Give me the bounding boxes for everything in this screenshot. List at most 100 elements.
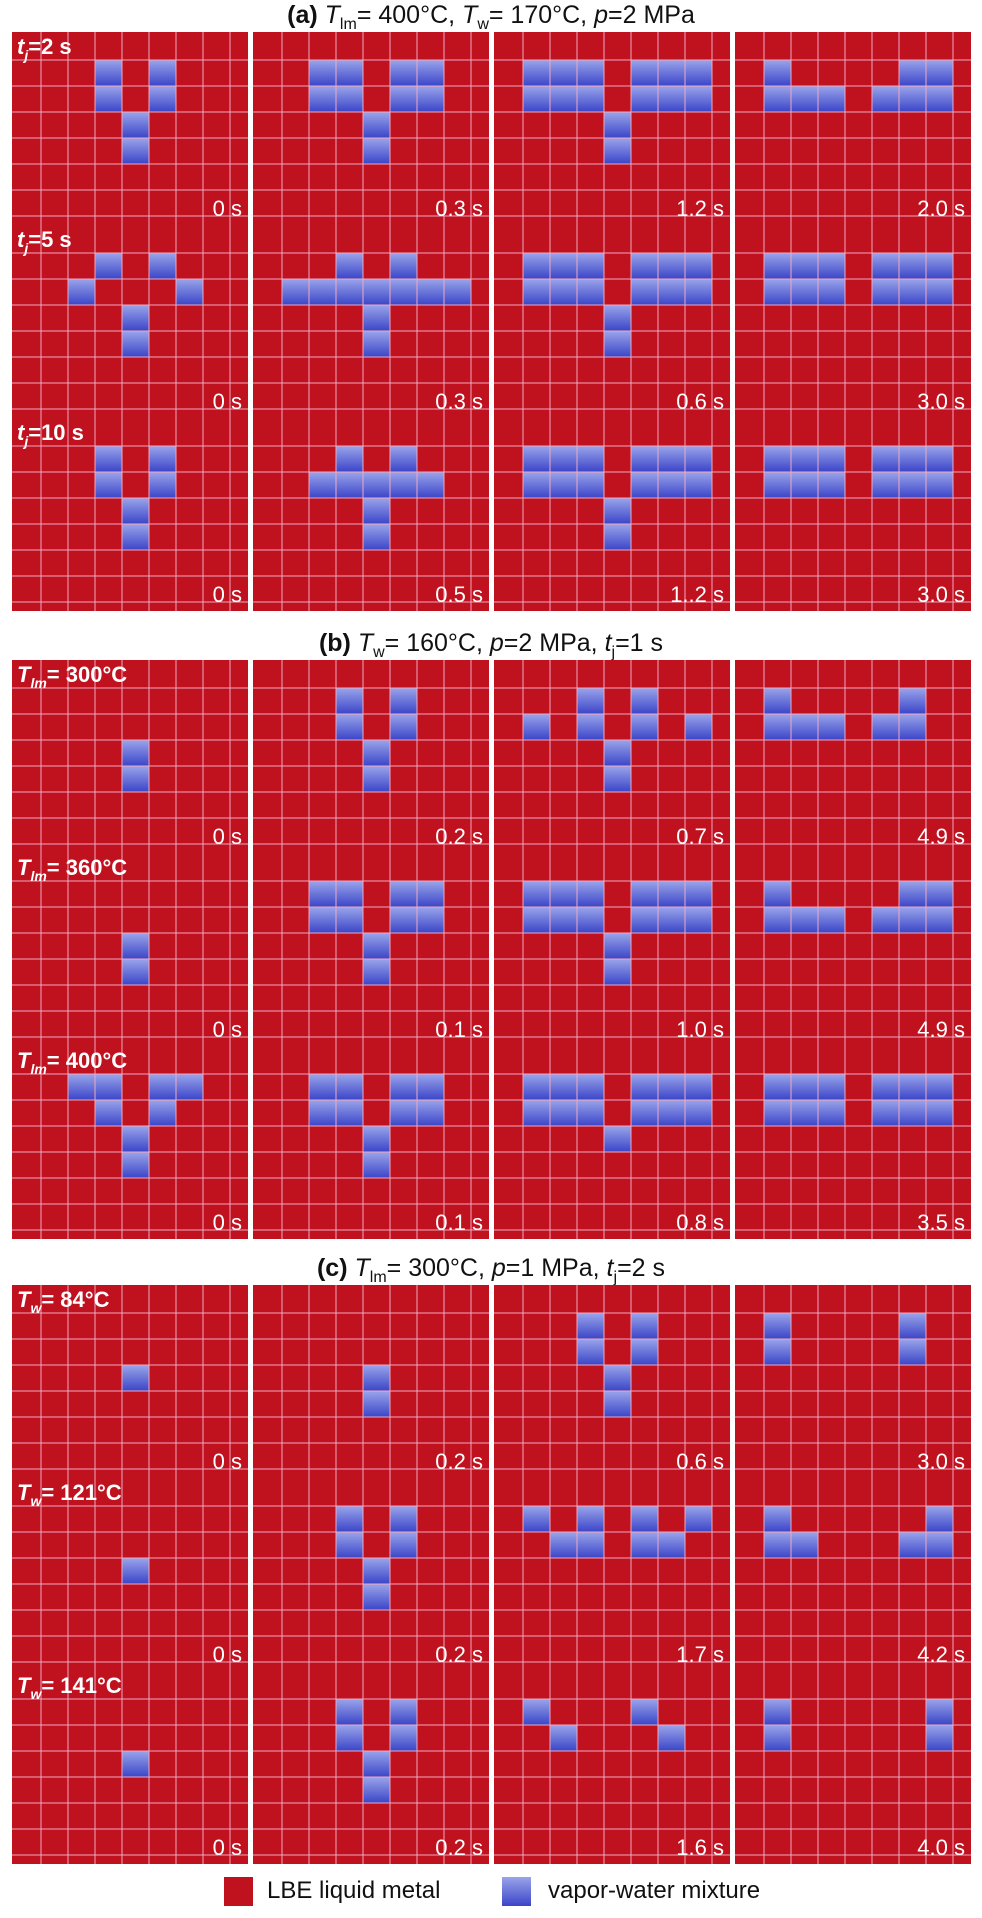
vapor-cell <box>336 1725 363 1751</box>
vapor-cell <box>899 86 926 112</box>
vapor-cell <box>363 112 390 138</box>
grid-panel-svg <box>12 418 248 611</box>
vapor-cell <box>363 933 390 959</box>
vapor-cell <box>363 1777 390 1803</box>
vapor-cell <box>95 1100 122 1126</box>
vapor-cell <box>122 305 149 331</box>
grid-panel-svg <box>12 225 248 418</box>
vapor-cell <box>577 253 604 279</box>
vapor-cell <box>523 714 550 740</box>
vapor-cell <box>926 1725 953 1751</box>
row-label: Tlm= 400°C <box>17 1048 128 1077</box>
vapor-cell <box>926 472 953 498</box>
grid-panel: tj=10 s 0 s <box>12 418 248 611</box>
row-label: tj=10 s <box>17 420 84 449</box>
grid-panel: 1.0 s <box>494 853 730 1046</box>
vapor-cell <box>685 881 712 907</box>
vapor-cell <box>791 472 818 498</box>
grid-panel-svg <box>735 225 971 418</box>
vapor-cell <box>417 1074 444 1100</box>
vapor-cell <box>631 1074 658 1100</box>
grid-panel: 4.9 s <box>735 853 971 1046</box>
vapor-cell <box>523 1506 550 1532</box>
time-label: 0.5 s <box>435 582 483 607</box>
vapor-cell <box>122 740 149 766</box>
grid-panel: 0.2 s <box>253 660 489 853</box>
vapor-cell <box>363 524 390 550</box>
vapor-cell <box>336 279 363 305</box>
grid-row-a-3: tj=10 s 0 s 0.5 s 1..2 s 3.0 s <box>12 418 971 611</box>
vapor-cell <box>926 907 953 933</box>
vapor-cell <box>926 1506 953 1532</box>
vapor-cell <box>577 881 604 907</box>
vapor-cell <box>631 881 658 907</box>
grid-row-c-2: Tw= 121°C 0 s 0.2 s 1.7 s 4.2 s <box>12 1478 971 1671</box>
vapor-cell <box>149 472 176 498</box>
vapor-cell <box>818 714 845 740</box>
vapor-cell <box>390 60 417 86</box>
vapor-cell <box>818 1100 845 1126</box>
time-label: 4.0 s <box>917 1835 965 1860</box>
grid-panel-svg <box>494 1285 730 1478</box>
vapor-cell <box>122 1152 149 1178</box>
time-label: 0.1 s <box>435 1017 483 1042</box>
vapor-cell <box>631 1313 658 1339</box>
vapor-cell <box>604 498 631 524</box>
time-label: 0.8 s <box>676 1210 724 1235</box>
time-label: 0 s <box>212 1210 242 1235</box>
vapor-cell <box>926 881 953 907</box>
vapor-cell <box>336 688 363 714</box>
vapor-cell <box>336 1532 363 1558</box>
time-label: 4.9 s <box>917 824 965 849</box>
vapor-cell <box>336 881 363 907</box>
vapor-cell <box>523 1100 550 1126</box>
vapor-cell <box>363 959 390 985</box>
vapor-cell <box>577 1074 604 1100</box>
vapor-cell <box>926 86 953 112</box>
vapor-cell <box>523 1074 550 1100</box>
vapor-cell <box>899 714 926 740</box>
vapor-cell <box>309 1074 336 1100</box>
row-label: Tlm= 300°C <box>17 662 128 691</box>
vapor-cell <box>791 714 818 740</box>
grid-panel: tj=5 s 0 s <box>12 225 248 418</box>
vapor-cell <box>685 279 712 305</box>
grid-panel-svg <box>494 418 730 611</box>
vapor-cell <box>363 279 390 305</box>
vapor-cell <box>523 60 550 86</box>
grid-panel-svg <box>735 1285 971 1478</box>
vapor-cell <box>631 253 658 279</box>
vapor-cell <box>791 279 818 305</box>
vapor-cell <box>550 907 577 933</box>
vapor-cell <box>872 714 899 740</box>
vapor-cell <box>818 279 845 305</box>
legend: LBE liquid metal vapor-water mixture <box>0 1870 982 1910</box>
grid-row-a-1: tj=2 s 0 s 0.3 s 1.2 s 2.0 s <box>12 32 971 225</box>
vapor-cell <box>604 524 631 550</box>
vapor-cell <box>550 1074 577 1100</box>
vapor-cell <box>818 1074 845 1100</box>
vapor-cell <box>95 446 122 472</box>
vapor-cell <box>122 138 149 164</box>
vapor-cell <box>149 253 176 279</box>
vapor-cell <box>390 714 417 740</box>
vapor-cell <box>122 1126 149 1152</box>
vapor-cell <box>95 86 122 112</box>
grid-panel-svg <box>12 32 248 225</box>
vapor-cell <box>523 1699 550 1725</box>
vapor-cell <box>95 472 122 498</box>
vapor-cell <box>363 1584 390 1610</box>
grid-panel: tj=2 s 0 s <box>12 32 248 225</box>
grid-panel-svg <box>494 853 730 1046</box>
vapor-cell <box>68 279 95 305</box>
vapor-cell <box>523 472 550 498</box>
vapor-cell <box>550 60 577 86</box>
time-label: 0.3 s <box>435 389 483 414</box>
vapor-cell <box>390 688 417 714</box>
grid-row-b-2: Tlm= 360°C 0 s 0.1 s 1.0 s 4.9 s <box>12 853 971 1046</box>
vapor-cell <box>764 1074 791 1100</box>
grid-panel-svg <box>494 32 730 225</box>
vapor-cell <box>604 331 631 357</box>
vapor-cell <box>336 446 363 472</box>
vapor-cell <box>631 446 658 472</box>
